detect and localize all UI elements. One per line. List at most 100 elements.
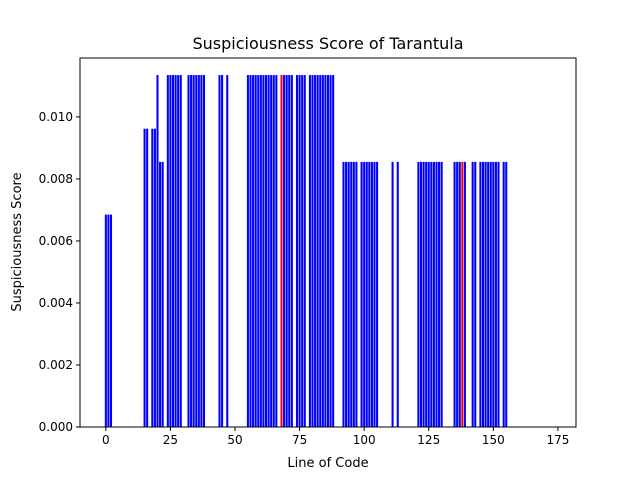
bar [200,75,203,428]
y-tick-label: 0.010 [39,110,73,124]
bar [171,75,175,428]
bar [192,75,195,428]
bar [345,161,348,427]
bar [298,75,301,428]
bar [104,214,107,427]
bars-group [104,75,508,428]
bar [492,161,495,427]
bar [481,161,485,427]
bar [270,75,273,428]
y-tick-label: 0.002 [39,358,73,372]
bar [373,161,376,427]
bar [396,161,399,427]
bar [179,75,182,428]
bar [438,161,441,427]
bar [202,75,206,428]
bar [107,214,110,427]
bar-highlighted [461,161,464,427]
bar [489,161,492,427]
bar [197,75,200,428]
bar [187,75,190,428]
bar [342,161,345,427]
bar [463,161,466,427]
bar [502,161,505,427]
bar [505,161,508,427]
bar [275,75,278,428]
bar [308,75,311,428]
bar [218,75,221,428]
bar [301,75,304,428]
bar [174,75,177,428]
bar [474,161,477,427]
bar [479,161,482,427]
chart-title: Suspiciousness Score of Tarantula [192,34,463,53]
bar [360,161,363,427]
bar [363,161,366,427]
bar [190,75,193,428]
bar [254,75,257,428]
y-axis-label: Suspiciousness Score [10,172,25,311]
x-tick-label: 150 [482,433,505,447]
bar [365,161,368,427]
bar [417,161,420,427]
bar [151,128,154,427]
bar [350,161,353,427]
x-tick-label: 75 [292,433,307,447]
bar [166,75,169,428]
x-tick-label: 175 [546,433,569,447]
bar [347,161,350,427]
x-tick-label: 0 [102,433,110,447]
bar [285,75,288,428]
bar [435,161,438,427]
bar [314,75,317,428]
x-tick-label: 100 [353,433,376,447]
bar [264,75,268,428]
bar [295,75,299,428]
bar [161,161,164,427]
x-axis: 0 25 50 75 100 125 150 175 [102,427,569,447]
y-tick-label: 0.008 [39,172,73,186]
bar [425,161,428,427]
y-tick-label: 0.000 [39,420,73,434]
y-axis: 0.000 0.002 0.004 0.006 0.008 0.010 [39,110,80,434]
x-tick-label: 25 [163,433,178,447]
bar [352,161,355,427]
bar [246,75,249,428]
bar [471,161,474,427]
bar [267,75,270,428]
bar [324,75,327,428]
bar [143,128,146,427]
bar [259,75,262,428]
bar [321,75,324,428]
bar [311,75,314,428]
bar [319,75,322,428]
x-tick-label: 125 [417,433,440,447]
bar [159,161,162,427]
y-tick-label: 0.006 [39,234,73,248]
bar [487,161,490,427]
bar [453,161,456,427]
bar [195,75,198,428]
bar [432,161,435,427]
bar [494,161,497,427]
bar [316,75,319,428]
plot-frame [79,57,577,428]
bar [376,161,379,427]
bar [355,161,358,427]
bar [497,161,500,427]
bar [288,75,291,428]
bar [456,161,459,427]
bar [169,75,172,428]
bar [146,128,149,427]
bar [458,161,461,427]
bar [326,75,330,428]
bar [430,161,433,427]
bar [422,161,425,427]
bar [419,161,423,427]
bar [262,75,265,428]
bar [109,214,113,427]
bar [440,161,443,427]
bar [257,75,260,428]
bar [272,75,275,428]
